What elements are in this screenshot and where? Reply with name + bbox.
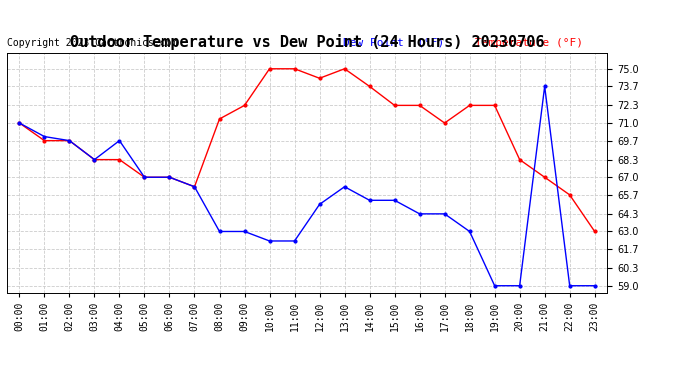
Text: Temperature (°F): Temperature (°F) xyxy=(475,38,583,48)
Text: Dew Point  (°F): Dew Point (°F) xyxy=(343,38,444,48)
Text: Copyright 2023 Cartronics.com: Copyright 2023 Cartronics.com xyxy=(7,38,177,48)
Title: Outdoor Temperature vs Dew Point (24 Hours) 20230706: Outdoor Temperature vs Dew Point (24 Hou… xyxy=(70,34,544,50)
